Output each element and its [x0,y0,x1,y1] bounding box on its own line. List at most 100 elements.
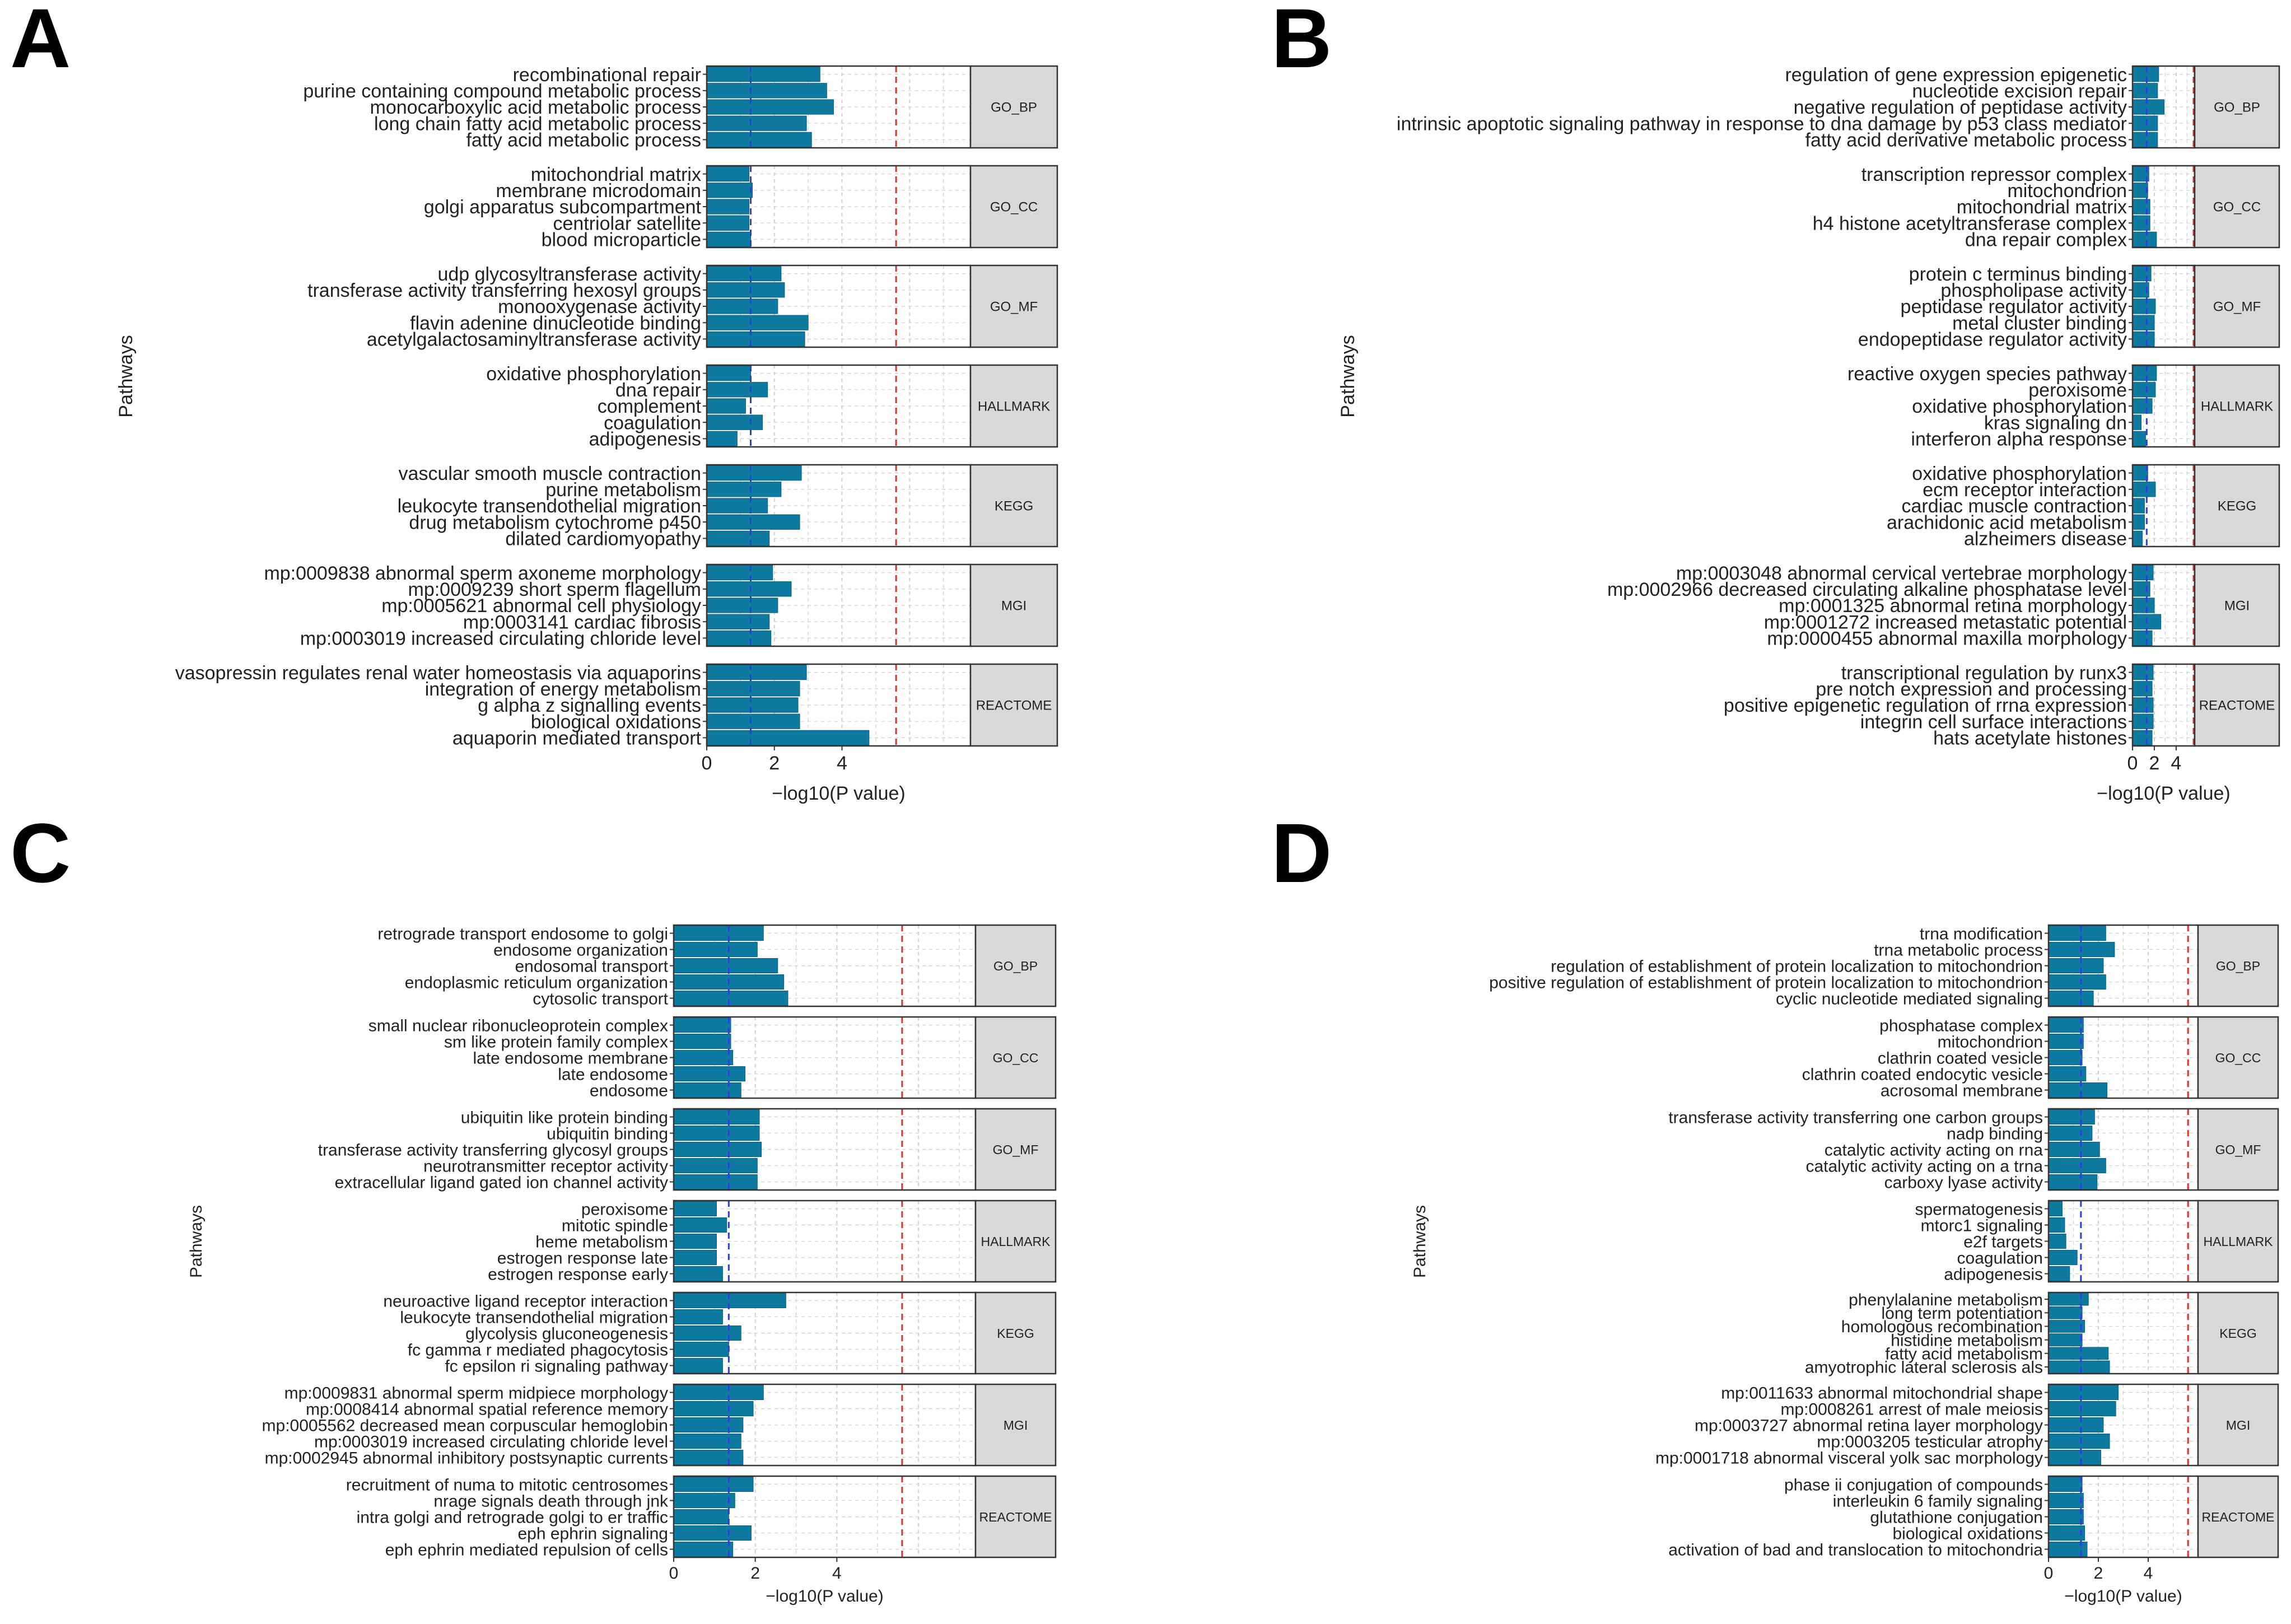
category-label: g alpha z signalling events [478,695,701,716]
bar [2048,1125,2093,1141]
x-axis-title: −log10(P value) [772,783,905,804]
category-label: adipogenesis [1944,1265,2043,1284]
facet-go-mf: udp glycosyltransferase activitytransfer… [307,264,1058,351]
facet-strip-label: HALLMARK [2201,399,2273,414]
facet-strip [2197,1291,2279,1375]
bar [2132,298,2156,314]
category-label: mp:0001325 abnormal retina morphology [1779,595,2127,617]
category-label: extracellular ligand gated ion channel a… [335,1173,668,1192]
category-label: reactive oxygen species pathway [1847,363,2127,385]
category-label: e2f targets [1963,1233,2043,1251]
bar [673,1141,762,1158]
facet-strip [2194,663,2280,747]
category-label: mp:0008414 abnormal spatial reference me… [306,1400,668,1418]
bar [706,382,768,398]
category-label: mp:0003019 increased circulating chlorid… [314,1432,668,1451]
facet-strip [2194,563,2280,647]
category-label: mp:0009838 abnormal sperm axoneme morpho… [264,563,701,584]
bar [673,1217,727,1233]
facet-strip-label: KEGG [995,499,1033,514]
category-label: mp:0009239 short sperm flagellum [408,579,702,600]
facet-strip-label: GO_CC [2215,1051,2261,1065]
facet-mgi: mp:0003048 abnormal cervical vertebrae m… [1607,563,2280,650]
category-label: nadp binding [1947,1124,2043,1143]
facet-strip [2197,1475,2279,1558]
bar [673,1417,744,1433]
bar [2048,1082,2108,1098]
bar [673,1325,741,1341]
category-label: catalytic activity acting on rna [1825,1141,2043,1159]
bar [706,298,778,314]
category-label: dilated cardiomyopathy [505,529,701,550]
facet-hallmark: reactive oxygen species pathwayperoxisom… [1847,363,2280,450]
category-label: golgi apparatus subcompartment [424,197,702,218]
bar [2048,974,2106,990]
category-label: purine metabolism [545,479,701,501]
facet-strip-label: GO_BP [991,100,1037,115]
facet-strip [974,1291,1057,1375]
bar [2048,990,2094,1006]
bar [673,990,788,1006]
category-label: endoplasmic reticulum organization [405,973,668,992]
bar [706,315,809,330]
x-tick-label: 4 [837,753,847,774]
bar [2132,664,2154,680]
category-label: kras signaling dn [1984,412,2127,433]
bar [2132,83,2158,99]
category-label: blood microparticle [542,230,701,251]
category-label: purine containing compound metabolic pro… [303,81,701,102]
category-label: histidine metabolism [1891,1331,2043,1350]
bar [2132,530,2143,547]
bar [2048,1360,2110,1374]
bar [706,99,834,115]
category-label: peroxisome [581,1200,668,1219]
facet-go-mf: protein c terminus bindingphospholipase … [1858,264,2280,351]
bar [2048,1266,2070,1282]
bar [673,1082,741,1098]
category-label: biological oxidations [531,711,701,732]
category-label: membrane microdomain [496,180,701,202]
bar [2048,1158,2106,1174]
facet-strip [2197,1200,2279,1283]
bar [673,925,764,941]
facet-strip [974,1475,1057,1558]
bar [673,1433,741,1449]
x-axis-title: −log10(P value) [2097,783,2230,804]
category-label: mp:0003019 increased circulating chlorid… [300,628,701,650]
bar [706,115,807,131]
facet-strip-label: MGI [1004,1418,1028,1432]
facet-strip [969,663,1058,747]
category-label: positive epigenetic regulation of rrna e… [1724,695,2127,716]
panel-letter: A [10,0,71,85]
x-tick-label: 2 [750,1564,760,1583]
category-label: mp:0003048 abnormal cervical vertebrae m… [1676,563,2127,584]
bar [2132,697,2154,713]
category-label: carboxy lyase activity [1884,1173,2043,1192]
category-label: metal cluster binding [1952,312,2127,334]
bar [706,215,749,231]
category-label: transcription repressor complex [1861,164,2127,185]
x-tick-label: 4 [2144,1564,2153,1583]
facet-strip [969,165,1058,249]
bar [673,1541,734,1557]
facet-strip-label: GO_MF [993,1142,1039,1157]
category-label: vascular smooth muscle contraction [399,463,701,484]
category-label: fatty acid derivative metabolic process [1805,130,2127,151]
bar [706,183,753,198]
facet-strip [969,264,1058,348]
bar [706,365,751,381]
category-label: transcriptional regulation by runx3 [1841,662,2127,684]
panel-letter: D [1271,806,1332,900]
category-label: glutathione conjugation [1870,1508,2043,1527]
bar [2132,465,2148,481]
category-label: mp:0002966 decreased circulating alkalin… [1607,579,2127,600]
bar [706,697,799,713]
category-label: phosphatase complex [1879,1016,2043,1035]
category-label: late endosome membrane [473,1049,668,1067]
facet-strip [2194,65,2280,149]
category-label: endopeptidase regulator activity [1858,329,2127,351]
facet-strip-label: GO_BP [2214,100,2260,115]
